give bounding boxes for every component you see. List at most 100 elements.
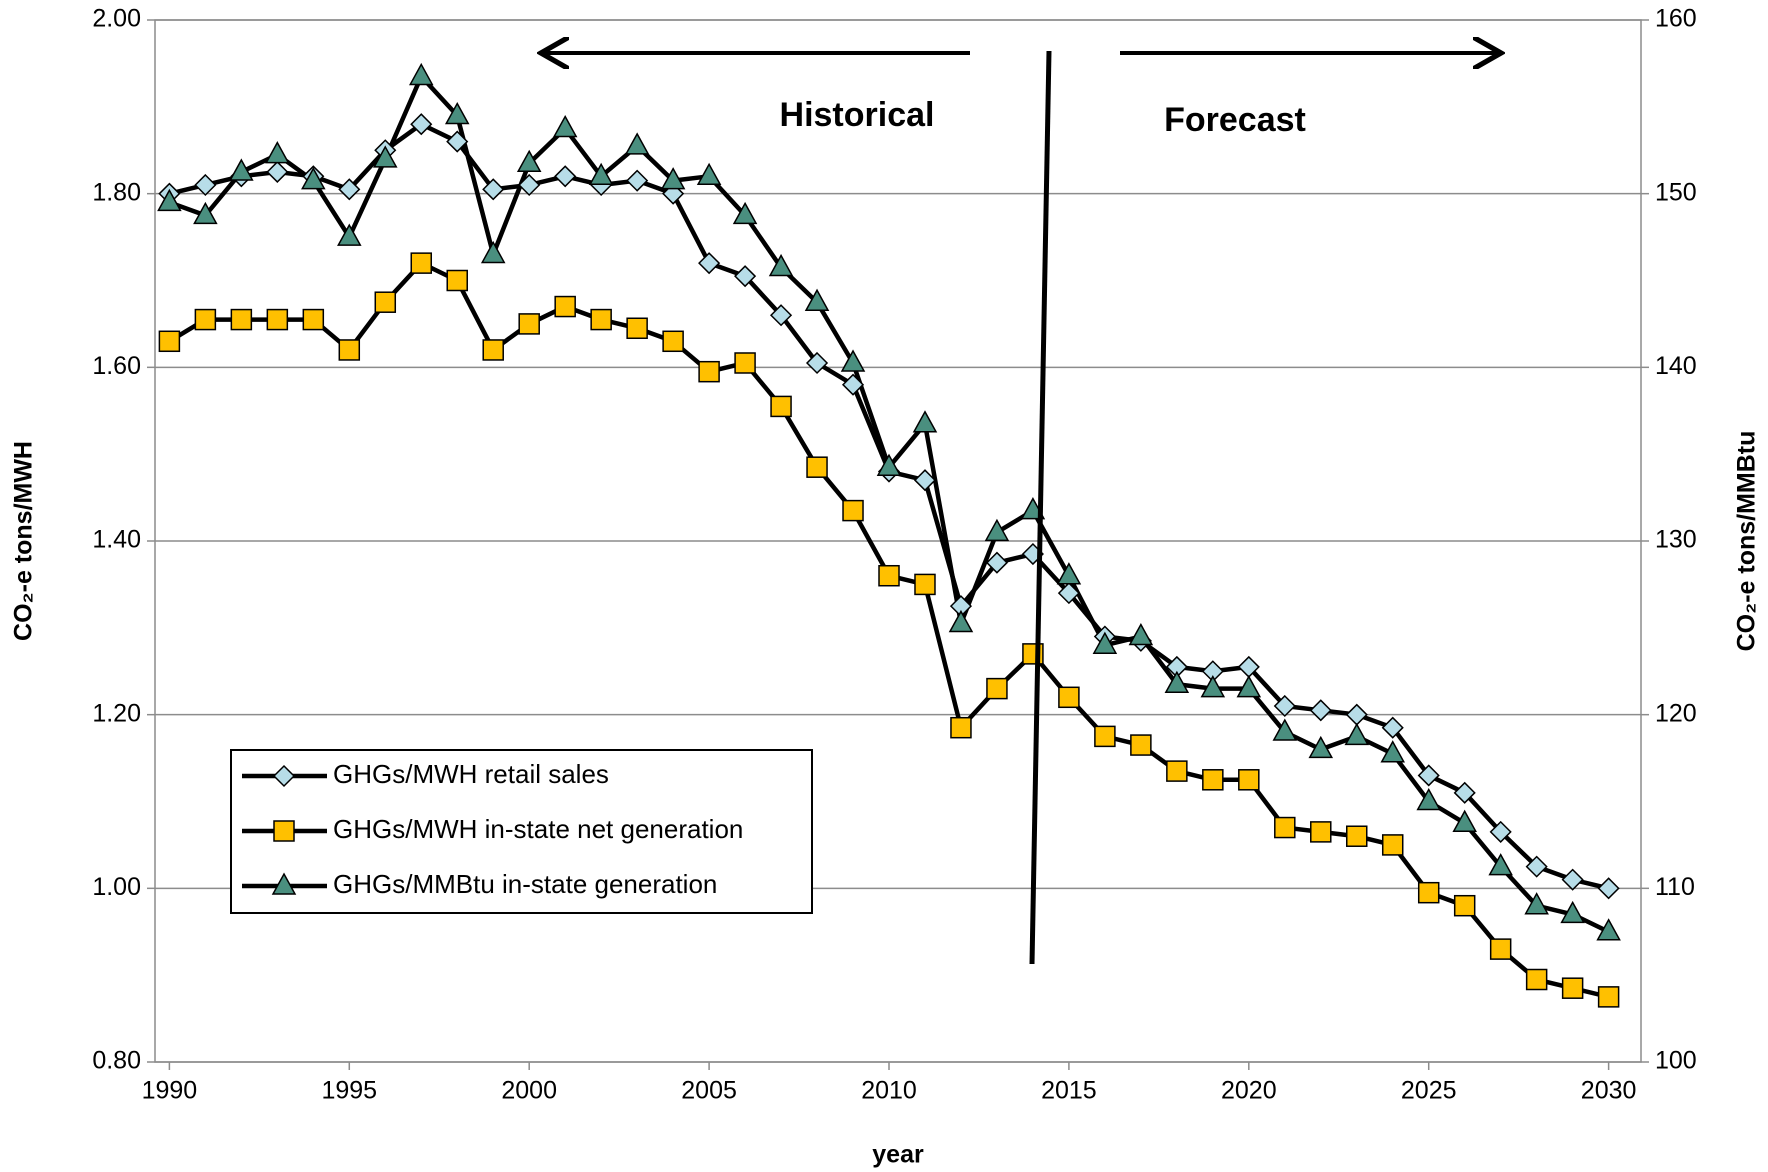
marker [446, 130, 469, 153]
marker [1489, 820, 1512, 843]
y-tick-label: 0.80 [92, 1047, 141, 1075]
y2-tick-label: 160 [1655, 5, 1697, 33]
marker [1056, 562, 1082, 585]
marker [554, 165, 577, 188]
marker [1345, 703, 1368, 726]
marker [950, 716, 972, 739]
marker [698, 360, 720, 383]
marker [482, 178, 505, 201]
marker [338, 339, 361, 361]
marker [337, 223, 362, 246]
x-tick-label: 2030 [1581, 1077, 1637, 1105]
y2-tick-label: 150 [1655, 178, 1697, 206]
marker [302, 308, 325, 331]
y2-tick-label: 110 [1655, 873, 1695, 901]
x-tick-label: 2010 [861, 1077, 917, 1105]
marker [1202, 769, 1224, 791]
marker [1130, 734, 1152, 756]
marker [1200, 675, 1226, 698]
x-tick-label: 2020 [1221, 1077, 1277, 1105]
legend-label: GHGs/MWH retail sales [333, 759, 609, 789]
y-axis-title: CO₂-e tons/MWH [10, 441, 38, 641]
marker [516, 149, 542, 173]
marker [732, 201, 758, 225]
annotation: Forecast [1164, 101, 1306, 139]
marker [1488, 853, 1513, 876]
marker [271, 872, 297, 895]
marker [374, 291, 397, 313]
y2-tick-label: 130 [1655, 526, 1697, 554]
marker [986, 677, 1008, 700]
divider [1029, 50, 1052, 965]
marker [518, 173, 541, 197]
marker [1058, 686, 1080, 709]
marker [1417, 764, 1440, 787]
marker [1166, 760, 1188, 782]
marker [266, 308, 289, 331]
x-tick-label: 2005 [681, 1077, 737, 1105]
marker [1381, 716, 1404, 739]
legend-label: GHGs/MMBtu in-state generation [333, 869, 717, 899]
marker [552, 114, 578, 138]
marker [841, 373, 865, 396]
marker [985, 551, 1009, 574]
y-tick-label: 1.60 [92, 352, 141, 380]
marker [373, 145, 398, 168]
marker [626, 169, 649, 192]
marker [1238, 769, 1260, 791]
marker [840, 349, 866, 372]
marker [1057, 582, 1080, 605]
marker [588, 162, 614, 186]
marker [1092, 631, 1118, 654]
marker [1272, 718, 1298, 741]
x-tick-label: 2025 [1401, 1077, 1457, 1105]
marker [1489, 938, 1512, 960]
marker [158, 330, 181, 353]
marker [410, 113, 433, 136]
marker [770, 395, 792, 418]
marker [480, 240, 506, 264]
marker [1273, 694, 1296, 718]
marker [1344, 722, 1370, 746]
marker [265, 141, 290, 164]
marker [698, 252, 721, 275]
annotation: Historical [780, 96, 935, 134]
marker [1310, 821, 1332, 843]
marker [626, 317, 648, 340]
marker [662, 330, 684, 353]
legend-box [230, 749, 813, 914]
marker [1380, 740, 1406, 763]
x-tick-label: 1995 [321, 1077, 377, 1105]
marker [1525, 855, 1548, 878]
marker [1596, 918, 1621, 941]
marker [338, 178, 361, 201]
marker [301, 167, 326, 190]
marker [410, 252, 433, 274]
marker [157, 188, 182, 212]
marker [1417, 881, 1440, 904]
marker [984, 518, 1010, 542]
marker [1094, 725, 1116, 748]
marker [229, 158, 254, 181]
marker [770, 304, 793, 327]
marker [554, 295, 576, 318]
y-tick-label: 2.00 [92, 5, 141, 33]
marker [1274, 816, 1296, 839]
marker [1416, 787, 1441, 811]
marker [1453, 894, 1476, 917]
y-tick-label: 1.20 [92, 699, 141, 727]
y2-tick-label: 120 [1655, 699, 1697, 727]
x-tick-label: 2000 [501, 1077, 557, 1105]
legend-label: GHGs/MWH in-state net generation [333, 814, 743, 844]
marker [948, 609, 974, 633]
marker [1561, 868, 1584, 891]
marker [1561, 977, 1584, 999]
x-axis-title: year [872, 1141, 924, 1169]
marker [876, 453, 902, 476]
marker [230, 308, 253, 331]
marker [806, 456, 828, 478]
marker [1128, 622, 1154, 646]
y2-tick-label: 100 [1655, 1047, 1697, 1075]
marker [194, 173, 217, 197]
marker [624, 132, 650, 155]
